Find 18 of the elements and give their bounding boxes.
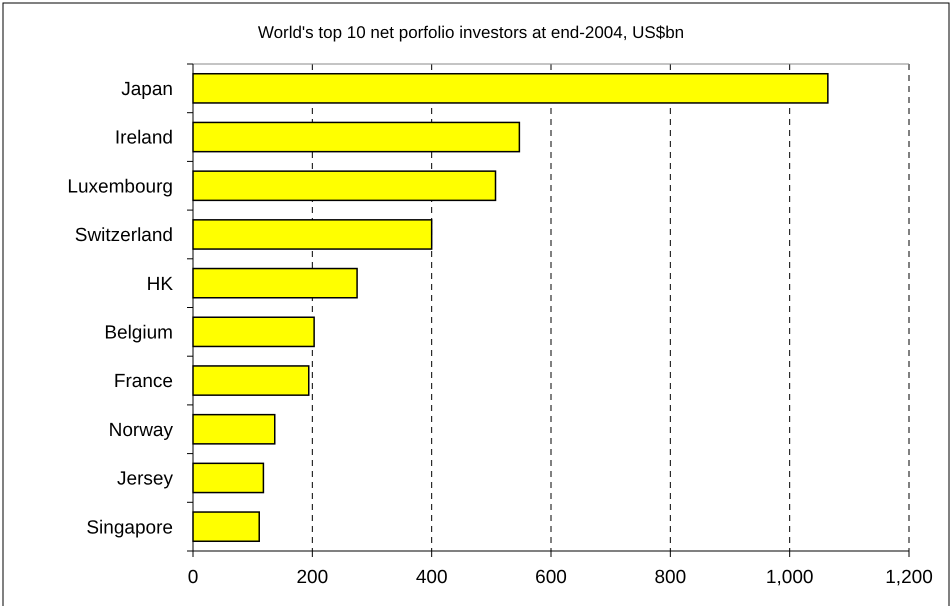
- y-tick-label: Belgium: [104, 322, 173, 344]
- y-tick-label: Japan: [121, 79, 173, 100]
- y-tick-label: Switzerland: [74, 225, 173, 246]
- x-tick-label: 1,200: [885, 566, 933, 588]
- chart-title: World's top 10 net porfolio investors at end-2004, US$bn: [258, 23, 684, 42]
- x-tick-label: 400: [416, 566, 448, 588]
- x-tick-label: 800: [654, 566, 686, 588]
- x-tick-label: 0: [188, 566, 198, 588]
- y-tick-label: HK: [146, 274, 174, 295]
- y-tick-label: Ireland: [114, 128, 173, 149]
- x-tick-label: 600: [535, 566, 567, 588]
- y-tick-label: Singapore: [86, 517, 173, 538]
- x-tick-label: 200: [296, 566, 328, 588]
- y-tick-label: Jersey: [117, 468, 174, 490]
- y-tick-label: Luxembourg: [67, 176, 173, 198]
- x-tick-label: 1,000: [766, 566, 814, 588]
- y-tick-label: France: [114, 371, 173, 392]
- y-tick-label: Norway: [108, 420, 174, 441]
